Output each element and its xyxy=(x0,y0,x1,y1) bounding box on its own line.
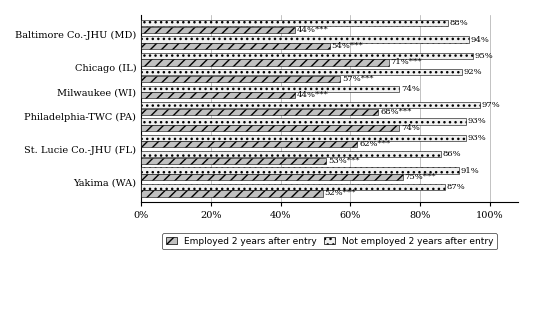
Bar xyxy=(141,53,473,59)
Text: 97%: 97% xyxy=(481,101,500,109)
Text: 62%***: 62%*** xyxy=(359,140,391,148)
Text: 74%: 74% xyxy=(401,124,420,132)
Text: 44%***: 44%*** xyxy=(296,26,328,34)
Bar xyxy=(141,43,329,49)
Bar xyxy=(141,60,389,66)
Bar xyxy=(141,69,462,75)
Bar xyxy=(141,76,340,82)
Bar xyxy=(141,184,445,190)
Bar xyxy=(141,167,459,174)
Bar xyxy=(141,190,322,197)
Bar xyxy=(141,174,403,180)
Text: 93%: 93% xyxy=(467,117,486,126)
Text: 44%***: 44%*** xyxy=(296,91,328,99)
Text: 87%: 87% xyxy=(447,183,465,191)
Text: 88%: 88% xyxy=(450,19,469,27)
Text: 75%***: 75%*** xyxy=(405,173,436,181)
Text: 95%: 95% xyxy=(474,52,493,60)
Text: 53%***: 53%*** xyxy=(328,157,359,165)
Bar xyxy=(141,86,399,92)
Bar xyxy=(141,102,480,108)
Bar xyxy=(141,125,399,131)
Bar xyxy=(141,92,295,98)
Bar xyxy=(141,20,448,26)
Text: 93%: 93% xyxy=(467,134,486,142)
Legend: Employed 2 years after entry, Not employed 2 years after entry: Employed 2 years after entry, Not employ… xyxy=(162,233,497,250)
Bar xyxy=(141,135,466,141)
Bar xyxy=(141,157,326,164)
Bar xyxy=(141,108,378,115)
Bar xyxy=(141,141,358,148)
Text: 71%***: 71%*** xyxy=(391,59,422,66)
Bar xyxy=(141,27,295,33)
Text: 92%: 92% xyxy=(464,68,482,76)
Text: 68%***: 68%*** xyxy=(380,108,411,116)
Text: 86%: 86% xyxy=(443,150,462,158)
Text: 57%***: 57%*** xyxy=(342,75,373,83)
Text: 54%***: 54%*** xyxy=(332,42,363,50)
Text: 52%***: 52%*** xyxy=(324,189,356,197)
Bar xyxy=(141,118,466,125)
Text: 74%: 74% xyxy=(401,85,420,93)
Text: 94%: 94% xyxy=(471,36,490,44)
Text: 91%: 91% xyxy=(461,166,479,175)
Bar xyxy=(141,37,469,43)
Bar xyxy=(141,151,441,157)
